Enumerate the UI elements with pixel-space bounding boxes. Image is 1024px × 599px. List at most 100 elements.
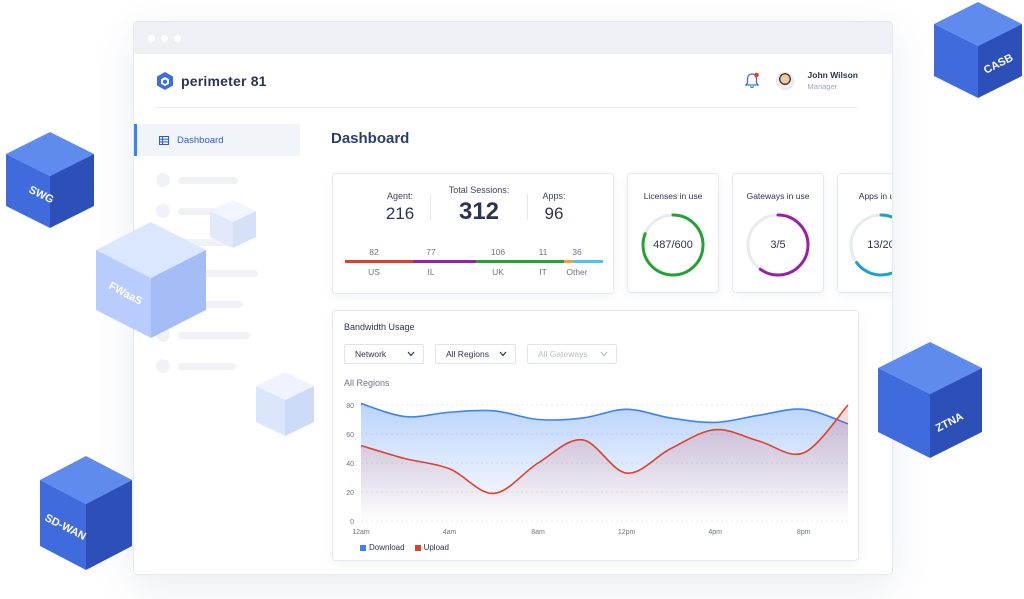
small-cube [256, 372, 314, 436]
bandwidth-title: Bandwidth Usage [344, 322, 415, 332]
country-count: 36 [572, 247, 582, 257]
chevron-down-icon [407, 351, 415, 357]
licenses-card[interactable]: Licenses in use 487/600 [627, 173, 719, 293]
x-tick-label: 12am [352, 529, 370, 536]
apps-card[interactable]: Apps in use 13/20 [837, 173, 893, 293]
y-tick-label: 40 [346, 461, 354, 468]
avatar[interactable] [775, 71, 794, 90]
window-titlebar [134, 22, 892, 54]
ring-value: 3/5 [770, 239, 786, 251]
country-count: 82 [369, 247, 379, 257]
upload-area [361, 405, 848, 521]
country-segment [345, 260, 413, 263]
logo[interactable]: perimeter 81 [156, 71, 267, 91]
perimeter-logo-icon [157, 71, 173, 90]
user-role: Manager [807, 82, 838, 91]
chevron-down-icon [499, 351, 507, 357]
user-info[interactable]: John Wilson Manager [808, 70, 858, 91]
logo-text: perimeter 81 [181, 72, 267, 89]
fwaas-cube: FWaaS [96, 222, 206, 338]
y-tick-label: 20 [346, 490, 354, 497]
divider [527, 194, 528, 220]
app-header: perimeter 81 John Wilson Manager [156, 54, 858, 108]
country-label: UK [492, 267, 504, 277]
y-tick-label: 0 [350, 519, 354, 526]
upload-line[interactable] [360, 404, 849, 495]
licenses-ring [641, 213, 705, 277]
user-name: John Wilson [807, 70, 858, 80]
sidebar-item-dashboard[interactable]: Dashboard [134, 124, 300, 156]
sidebar-item-placeholder[interactable] [156, 173, 238, 187]
region-dropdown[interactable]: All Regions [435, 344, 516, 364]
legend-label: Upload [423, 543, 449, 552]
ring-value: 487/600 [653, 239, 693, 251]
legend-swatch [360, 544, 366, 551]
bandwidth-card: Bandwidth Usage Network All Regions All … [332, 310, 859, 561]
app-window: perimeter 81 John Wilson Manager [133, 21, 893, 575]
ring-title: Apps in use [858, 191, 892, 201]
network-dropdown[interactable]: Network [344, 344, 424, 364]
x-tick-label: 8am [531, 529, 545, 536]
notifications-button[interactable] [742, 71, 762, 91]
legend-item-download[interactable]: Download [360, 543, 405, 552]
apps-label: Apps: [542, 191, 566, 201]
legend-swatch [414, 544, 421, 551]
download-line[interactable] [360, 402, 849, 425]
chart-legend: Download Upload [360, 543, 449, 552]
dropdown-value: Network [355, 349, 387, 359]
gateway-dropdown[interactable]: All Gateways [527, 344, 617, 364]
country-count: 106 [490, 247, 506, 257]
country-segment [412, 260, 477, 263]
window-dot[interactable] [174, 34, 181, 42]
bell-icon [744, 72, 759, 88]
country-segment [573, 260, 603, 263]
country-segment [564, 260, 574, 263]
y-tick-label: 80 [346, 403, 354, 410]
legend-item-upload[interactable]: Upload [414, 543, 449, 552]
country-count: 11 [538, 247, 548, 257]
small-cube [210, 200, 256, 248]
swg-cube: SWG [6, 132, 94, 228]
divider [430, 194, 431, 220]
gateways-ring [746, 213, 810, 277]
agent-value: 216 [385, 204, 415, 223]
country-label: IT [539, 267, 547, 277]
x-tick-label: 12pm [618, 529, 636, 536]
ztna-cube: ZTNA [878, 342, 982, 458]
ring-value: 13/20 [867, 239, 893, 251]
chart-region-label: All Regions [344, 378, 390, 388]
ring-title: Gateways in use [746, 191, 810, 201]
dropdown-value: All Gateways [538, 349, 588, 359]
window-dot[interactable] [161, 34, 168, 42]
apps-ring [849, 213, 892, 277]
x-tick-label: 4am [443, 529, 457, 536]
y-tick-label: 60 [346, 432, 354, 439]
window-dot[interactable] [148, 34, 155, 42]
dropdown-value: All Regions [446, 349, 489, 359]
sessions-value: 312 [458, 198, 500, 225]
country-segment [476, 260, 565, 263]
sidebar-item-placeholder[interactable] [156, 359, 236, 373]
casb-cube: CASB [934, 2, 1022, 98]
x-tick-label: 8pm [797, 529, 811, 536]
page-title: Dashboard [331, 130, 410, 147]
ring-title: Licenses in use [643, 191, 703, 201]
country-count: 77 [426, 247, 436, 257]
bandwidth-chart: 0 20 40 60 80 12am 4am 8am 12pm 4pm 8pm [346, 402, 849, 536]
country-label: IL [427, 267, 435, 277]
agent-label: Agent: [386, 191, 414, 201]
gateways-card[interactable]: Gateways in use 3/5 [732, 173, 824, 293]
sidebar-item-label: Dashboard [177, 134, 224, 146]
chevron-down-icon [600, 351, 608, 357]
country-distribution-bar [345, 260, 603, 263]
legend-label: Download [369, 543, 405, 552]
apps-value: 96 [544, 204, 564, 223]
country-label: US [368, 267, 380, 277]
table-icon [159, 135, 169, 145]
summary-card: Agent: 216 Total Sessions: 312 Apps: 96 … [332, 173, 614, 294]
country-label: Other [566, 267, 588, 277]
x-tick-label: 4pm [708, 529, 722, 536]
sessions-label: Total Sessions: [448, 185, 510, 195]
sd-wan-cube: SD-WAN [40, 456, 132, 570]
